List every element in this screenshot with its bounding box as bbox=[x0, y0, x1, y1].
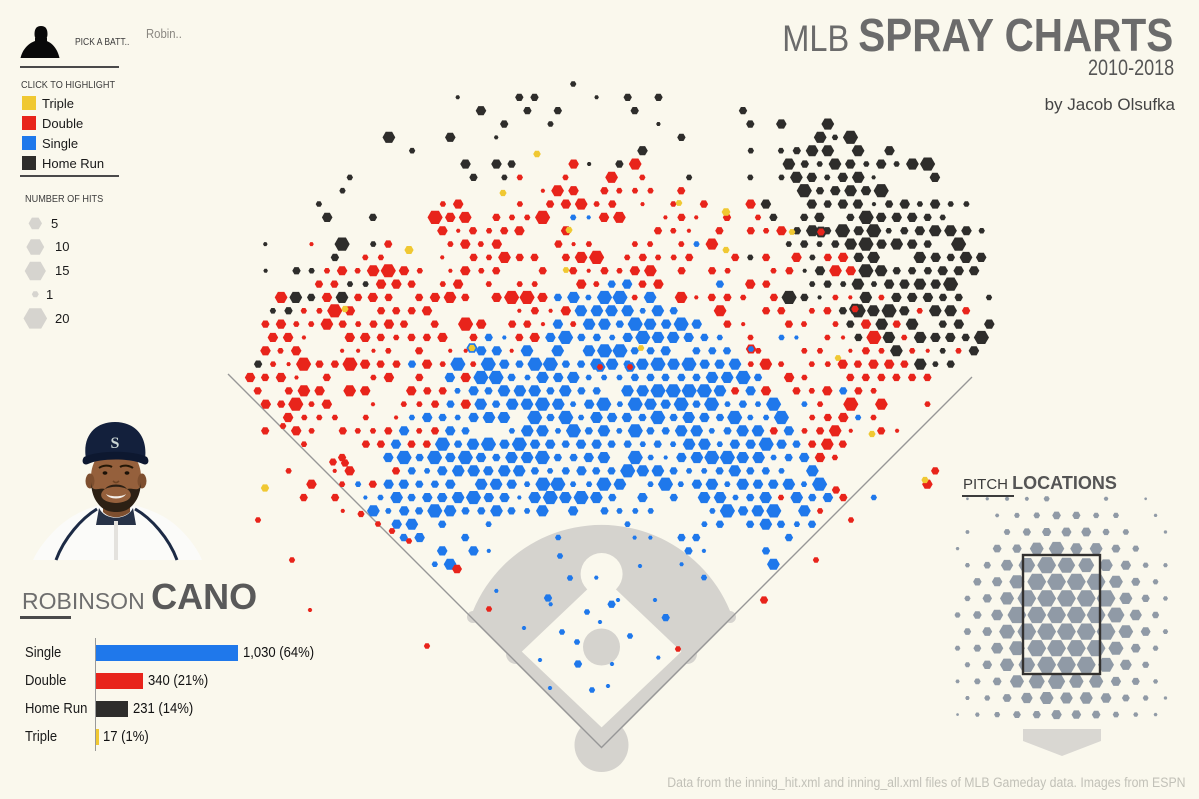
svg-text:S: S bbox=[111, 435, 120, 452]
